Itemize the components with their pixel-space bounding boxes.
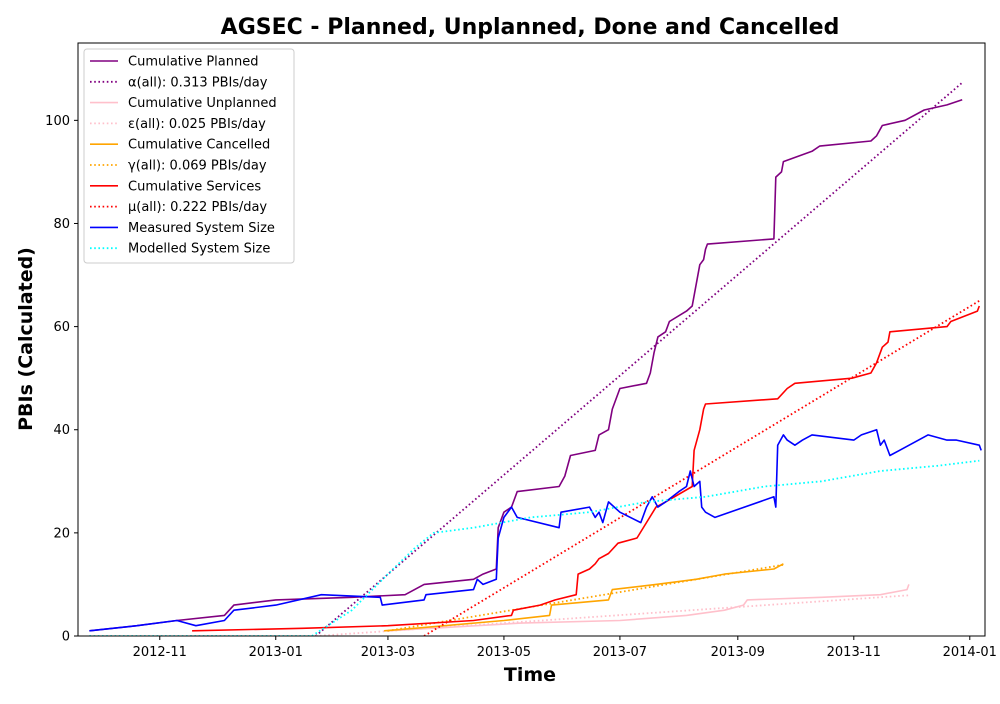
- y-axis: 0 20 40 60 80 100: [45, 114, 78, 645]
- x-tick-label: 2014-01: [943, 645, 997, 660]
- y-tick-label: 60: [53, 320, 70, 335]
- series-line-cumulative-services: [192, 305, 981, 632]
- y-tick-label: 100: [45, 114, 70, 129]
- legend-label-all-0-222-pbis-day: μ(all): 0.222 PBIs/day: [128, 200, 267, 215]
- legend: Cumulative Planned α(all): 0.313 PBIs/day…: [83, 48, 295, 264]
- x-tick-label: 2013-11: [827, 645, 881, 660]
- series-line-measured-system-size: [89, 428, 982, 632]
- series-line-all-0-222-pbis-day: [423, 300, 980, 636]
- series-line-all-0-313-pbis-day: [315, 82, 963, 636]
- y-tick-label: 80: [53, 217, 70, 232]
- series-line-cumulative-unplanned: [387, 584, 910, 632]
- y-tick-label: 40: [53, 423, 70, 438]
- legend-label-measured-system-size: Measured System Size: [128, 221, 275, 236]
- chart-title: AGSEC - Planned, Unplanned, Done and Can…: [221, 15, 840, 40]
- legend-label-all-0-069-pbis-day: γ(all): 0.069 PBIs/day: [128, 159, 267, 174]
- y-tick-label: 20: [53, 526, 70, 541]
- x-tick-label: 2013-09: [711, 645, 765, 660]
- y-tick-label: 0: [62, 630, 70, 645]
- legend-label-all-0-313-pbis-day: α(all): 0.313 PBIs/day: [128, 75, 268, 90]
- plot-area: [89, 82, 982, 636]
- x-tick-label: 2013-01: [249, 645, 303, 660]
- x-tick-label: 2012-11: [133, 645, 187, 660]
- x-axis: 2012-11 2013-01 2013-03 2013-05 2013-07 2013-…: [133, 636, 997, 660]
- legend-label-all-0-025-pbis-day: ε(all): 0.025 PBIs/day: [128, 117, 266, 132]
- legend-box: [83, 48, 295, 264]
- x-tick-label: 2013-03: [361, 645, 415, 660]
- legend-label-modelled-system-size: Modelled System Size: [128, 242, 270, 257]
- legend-label-cumulative-planned: Cumulative Planned: [128, 55, 258, 70]
- x-axis-label: Time: [504, 664, 556, 686]
- y-axis-label: PBIs (Calculated): [15, 247, 37, 431]
- series-line-cumulative-planned: [89, 98, 963, 632]
- legend-label-cumulative-unplanned: Cumulative Unplanned: [128, 96, 277, 111]
- x-tick-label: 2013-07: [593, 645, 647, 660]
- x-tick-label: 2013-05: [477, 645, 531, 660]
- legend-label-cumulative-cancelled: Cumulative Cancelled: [128, 138, 270, 153]
- series-line-modelled-system-size: [89, 459, 980, 636]
- plot-frame: [77, 42, 986, 637]
- legend-label-cumulative-services: Cumulative Services: [128, 179, 261, 194]
